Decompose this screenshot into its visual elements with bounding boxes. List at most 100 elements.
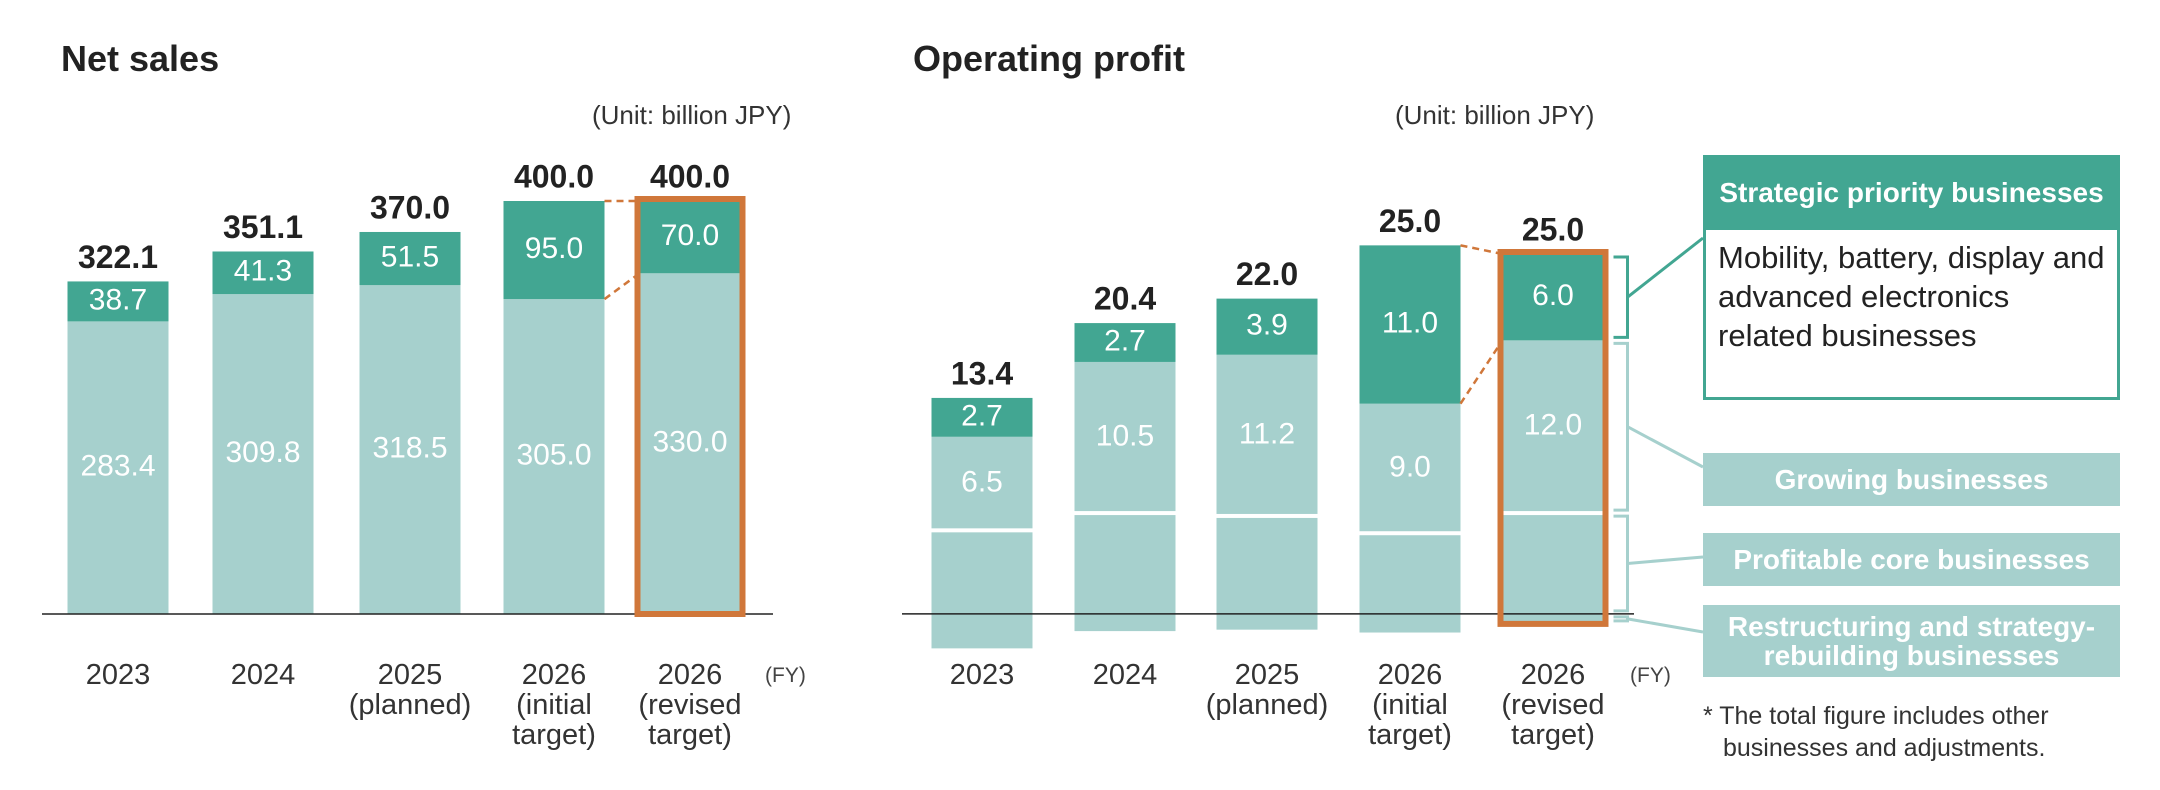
bar-segment — [1359, 613, 1461, 633]
bar-segment — [212, 294, 314, 614]
bar-segment — [1074, 361, 1176, 514]
value-label: 38.7 — [89, 283, 147, 316]
x-tick-label: 2024 — [230, 659, 296, 691]
value-label: 9.0 — [1389, 450, 1431, 483]
total-label: 400.0 — [514, 158, 594, 194]
value-label: 6.5 — [961, 465, 1003, 498]
bar-segment — [1502, 254, 1604, 341]
leader-line — [1626, 425, 1704, 469]
value-label: 95.0 — [525, 232, 583, 265]
separator — [1074, 511, 1176, 516]
bar-segment — [931, 436, 1033, 531]
x-tick-label: 2025 (planned) — [348, 659, 472, 721]
value-label: 305.0 — [516, 438, 591, 471]
x-tick-label: 2025 (planned) — [1205, 659, 1329, 721]
unit-note: (Unit: billion JPY) — [1395, 100, 1595, 130]
highlight-box — [1497, 249, 1609, 627]
value-label: 12.0 — [1524, 409, 1582, 442]
total-label: 351.1 — [223, 209, 303, 245]
legend-description: Mobility, battery, display and advanced … — [1703, 230, 2120, 400]
bar-segment — [1502, 613, 1604, 624]
bar-segment — [1502, 340, 1604, 514]
value-label: 309.8 — [225, 436, 300, 469]
bar-segment — [931, 397, 1033, 437]
bar-segment — [1359, 245, 1461, 404]
legend-box: Profitable core businesses — [1703, 533, 2120, 586]
bar-segment — [1216, 354, 1318, 516]
leader-line — [1627, 555, 1704, 565]
connector — [603, 272, 641, 301]
x-tick-label: 2026 (initial target) — [512, 659, 596, 751]
value-label: 11.2 — [1239, 417, 1295, 450]
total-label: 20.4 — [1094, 281, 1156, 317]
bar-segment — [359, 285, 461, 614]
value-label: 330.0 — [652, 426, 727, 459]
value-label: 11.0 — [1382, 306, 1438, 339]
value-label: 6.0 — [1532, 279, 1574, 312]
bar-segment — [1074, 613, 1176, 632]
bar-segment — [1359, 533, 1461, 614]
bar-segment — [359, 231, 461, 286]
footnote: * The total figure includes other busine… — [1703, 702, 2049, 762]
chart-title: Net sales — [61, 38, 220, 79]
bar-segment — [1074, 513, 1176, 614]
x-tick-label: 2023 — [949, 659, 1015, 691]
value-label: 51.5 — [381, 240, 439, 273]
bar-segment — [503, 201, 605, 300]
bar-segment — [931, 530, 1033, 614]
value-label: 2.7 — [1104, 324, 1146, 357]
chart-title: Operating profit — [913, 38, 1185, 79]
x-tick-label: 2026 (revised target) — [1501, 659, 1605, 751]
total-label: 370.0 — [370, 189, 450, 225]
bar-segment — [639, 273, 741, 614]
connector — [1459, 339, 1504, 405]
bracket — [1613, 615, 1629, 623]
value-label: 41.3 — [234, 255, 292, 288]
bar-segment — [67, 281, 169, 322]
total-label: 22.0 — [1236, 256, 1298, 292]
legend-box: Growing businesses — [1703, 453, 2120, 506]
total-label: 13.4 — [951, 355, 1013, 391]
separator — [931, 528, 1033, 533]
bar-segment — [931, 613, 1033, 649]
bar-segment — [1216, 515, 1318, 614]
value-label: 318.5 — [372, 431, 447, 464]
fy-label: (FY) — [765, 664, 806, 687]
bracket — [1613, 255, 1629, 339]
total-label: 322.1 — [78, 239, 158, 275]
separator — [1359, 531, 1461, 536]
fy-label: (FY) — [1630, 664, 1671, 687]
connector — [1460, 244, 1503, 256]
value-label: 3.9 — [1246, 309, 1288, 342]
highlight-box — [634, 196, 746, 617]
bracket — [1613, 514, 1629, 613]
value-label: 2.7 — [961, 399, 1003, 432]
bar-segment — [1216, 298, 1318, 355]
bracket — [1613, 341, 1629, 512]
bar-segment — [1074, 323, 1176, 362]
legend-box: Strategic priority businesses — [1703, 155, 2120, 230]
x-tick-label: 2026 (initial target) — [1368, 659, 1452, 751]
value-label: 70.0 — [661, 219, 719, 252]
bar-segment — [212, 251, 314, 295]
bar-segment — [639, 201, 741, 274]
leader-line — [1626, 236, 1704, 299]
separator — [1502, 511, 1604, 516]
bar-segment — [1502, 513, 1604, 614]
total-label: 25.0 — [1522, 211, 1584, 247]
x-tick-label: 2023 — [85, 659, 151, 691]
separator — [1216, 513, 1318, 518]
leader-line — [1627, 617, 1704, 634]
bar-segment — [503, 299, 605, 614]
value-label: 10.5 — [1096, 419, 1154, 452]
total-label: 400.0 — [650, 158, 730, 194]
bar-segment — [1359, 403, 1461, 534]
bar-segment — [1216, 613, 1318, 630]
x-tick-label: 2026 (revised target) — [638, 659, 742, 751]
value-label: 283.4 — [80, 450, 155, 483]
total-label: 25.0 — [1379, 203, 1441, 239]
legend-box: Restructuring and strategy-rebuilding bu… — [1703, 605, 2120, 677]
unit-note: (Unit: billion JPY) — [592, 100, 792, 130]
